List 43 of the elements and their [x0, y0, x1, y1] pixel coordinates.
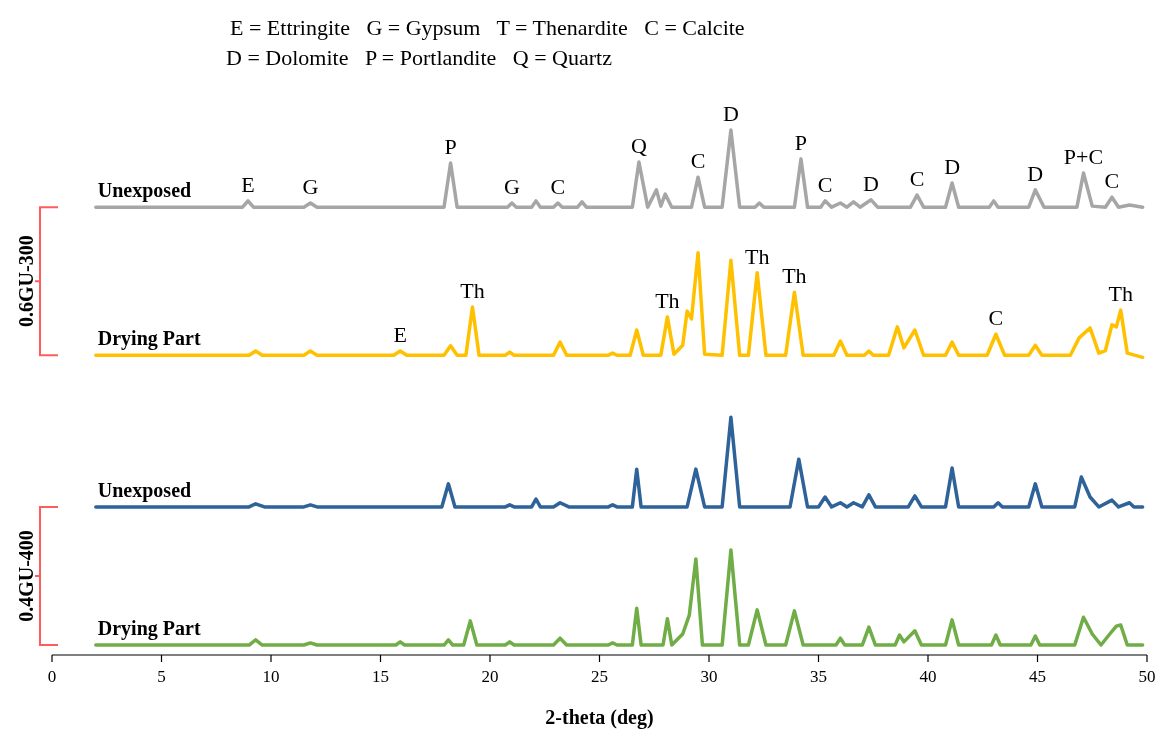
x-tick-label: 35	[810, 667, 827, 686]
series-label: Unexposed	[97, 478, 192, 502]
x-tick-label: 10	[262, 667, 280, 686]
annotation: C	[909, 166, 925, 192]
series-label: Drying Part	[97, 617, 201, 641]
x-axis-title: 2-theta (deg)	[545, 706, 654, 729]
x-tick-label: 15	[372, 667, 389, 686]
x-tick-label: 5	[157, 667, 166, 686]
annotation: P	[794, 129, 808, 155]
annotation: Th	[655, 287, 680, 313]
x-tick-label: 30	[700, 667, 718, 686]
x-tick-label: 20	[481, 667, 499, 686]
series-label: Unexposed	[97, 179, 192, 203]
annotation: D	[944, 154, 961, 180]
text: 0.6GU-300	[15, 235, 37, 328]
annotation: C	[1104, 168, 1120, 194]
annotation: C	[817, 171, 833, 197]
annotation: P	[444, 134, 457, 160]
annotation: D	[863, 170, 880, 196]
annotation: D	[1027, 160, 1044, 186]
annotation: Th	[744, 243, 770, 269]
x-tick-label: 45	[1029, 667, 1046, 686]
annotation: Th	[1108, 281, 1133, 307]
annotation: C	[690, 148, 706, 174]
x-tick-label: 0	[47, 667, 57, 686]
annotation: Th	[460, 277, 485, 303]
annotation: C	[550, 173, 566, 199]
annotation: G	[503, 173, 520, 199]
x-tick-label: 50	[1138, 667, 1156, 686]
text: 0.4GU-400	[15, 530, 37, 622]
annotation: D	[722, 101, 739, 126]
text: E = Ettringite G = Gypsum T = Thenardite C = Calcite	[230, 15, 745, 40]
x-tick-label: 40	[919, 667, 937, 686]
text: D = Dolomite P = Portlandite Q = Quartz	[226, 45, 613, 70]
annotation: Q	[630, 133, 647, 159]
annotation: P+C	[1063, 144, 1104, 170]
annotation: G	[302, 173, 319, 199]
annotation: E	[393, 322, 407, 348]
x-tick-label: 25	[591, 667, 608, 686]
annotation: Th	[782, 263, 807, 289]
series-label: Drying Part	[97, 327, 201, 351]
annotation: C	[988, 305, 1004, 331]
annotation: E	[241, 171, 255, 197]
